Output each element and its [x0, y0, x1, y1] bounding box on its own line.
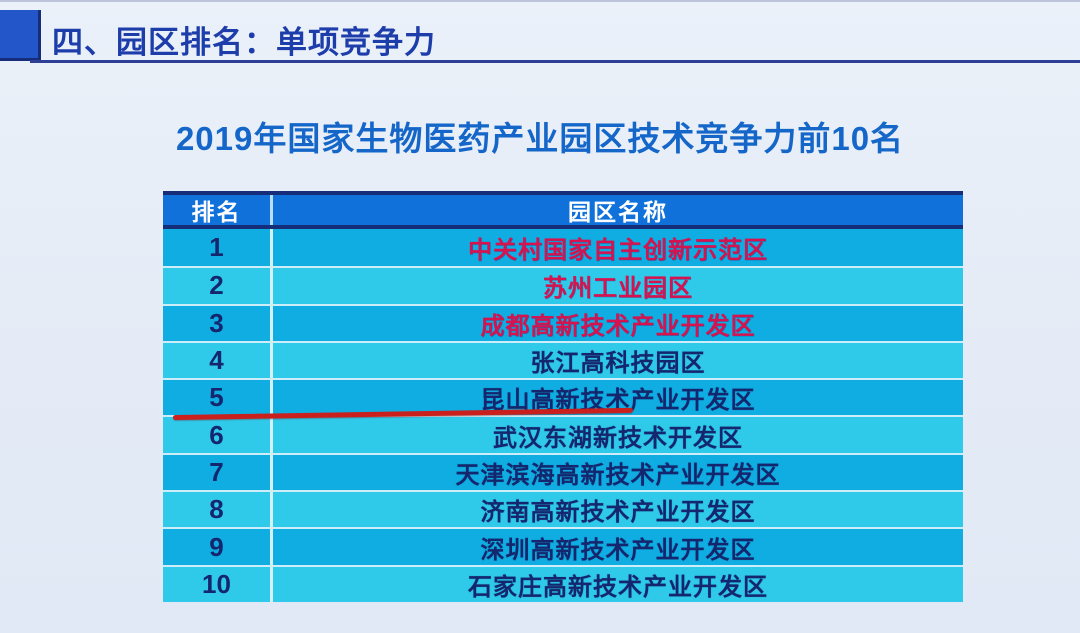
park-name-cell: 苏州工业园区 [543, 275, 693, 303]
park-name-cell: 张江高科技园区 [530, 350, 706, 378]
table-body: 1 中关村国家自主创新示范区 2 苏州工业园区 3 成都高新技术产业开发区 4 … [163, 229, 963, 602]
photo-top-edge [0, 0, 1080, 2]
ranking-table: 排名 园区名称 1 中关村国家自主创新示范区 2 苏州工业园区 3 成都高新技术… [163, 191, 963, 602]
column-header-rank: 排名 [163, 195, 273, 225]
park-name-cell: 武汉东湖新技术开发区 [493, 424, 743, 452]
section-title: 四、园区排名：单项竞争力 [52, 25, 436, 60]
table-header-row: 排名 园区名称 [163, 191, 963, 229]
header-divider-line [30, 60, 1080, 63]
park-name-cell: 成都高新技术产业开发区 [480, 312, 756, 340]
rank-cell: 4 [163, 342, 273, 379]
table-row: 2 苏州工业园区 [163, 266, 963, 304]
table-row: 6 武汉东湖新技术开发区 [163, 415, 963, 453]
table-row: 3 成都高新技术产业开发区 [163, 303, 963, 341]
rank-cell: 5 [163, 380, 273, 416]
section-marker-square [0, 10, 41, 61]
park-name-cell: 济南高新技术产业开发区 [480, 499, 756, 527]
table-row: 7 天津滨海高新技术产业开发区 [163, 452, 963, 491]
rank-cell: 3 [163, 305, 273, 341]
park-name-cell: 天津滨海高新技术产业开发区 [455, 461, 781, 489]
rank-cell: 2 [163, 268, 273, 304]
rank-cell: 6 [163, 417, 273, 453]
table-row: 1 中关村国家自主创新示范区 [163, 229, 963, 267]
table-row: 8 济南高新技术产业开发区 [163, 490, 963, 528]
table-row: 5 昆山高新技术产业开发区 [163, 378, 963, 416]
table-row: 4 张江高科技园区 [163, 340, 963, 379]
park-name-cell: 深圳高新技术产业开发区 [480, 536, 756, 564]
park-name-cell: 石家庄高新技术产业开发区 [468, 573, 768, 601]
rank-cell: 10 [163, 566, 273, 602]
rank-cell: 8 [163, 492, 273, 528]
column-header-park-name: 园区名称 [568, 199, 668, 225]
rank-cell: 1 [163, 229, 273, 267]
park-name-cell: 中关村国家自主创新示范区 [468, 237, 768, 265]
rank-cell: 9 [163, 529, 273, 565]
rank-cell: 7 [163, 454, 273, 491]
table-row: 10 石家庄高新技术产业开发区 [163, 564, 963, 602]
table-row: 9 深圳高新技术产业开发区 [163, 527, 963, 565]
slide-title: 2019年国家生物医药产业园区技术竞争力前10名 [175, 120, 905, 157]
